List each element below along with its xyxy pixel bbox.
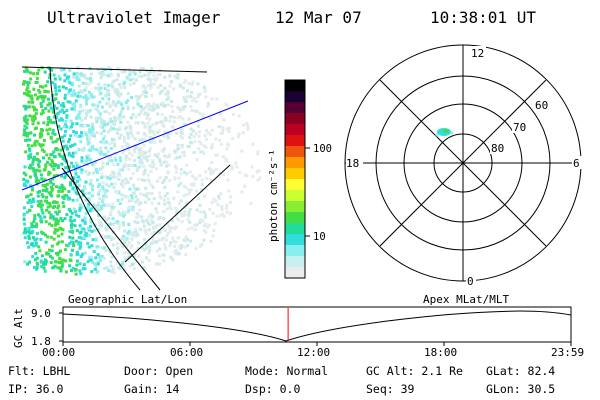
colorbar-segment [285, 113, 305, 125]
altitude-curve [62, 310, 572, 342]
timeline-left-label: Geographic Lat/Lon [68, 293, 187, 306]
footer-door: Door: Open [124, 364, 194, 378]
timeline-xtick-1200: 12:00 [297, 346, 330, 359]
footer-gc-alt: GC Alt: 2.1 Re [366, 364, 463, 378]
timeline-xtick-1800: 18:00 [424, 346, 457, 359]
date-label: 12 Mar 07 [275, 8, 362, 27]
colorbar-tick-100: 100 [313, 143, 332, 155]
colorbar-segment [285, 201, 305, 213]
mlt-label-6: 6 [573, 157, 580, 170]
colorbar-segment [285, 168, 305, 180]
timeline-ytick-top: 9.0 [31, 307, 51, 320]
lat-label-60: 60 [535, 99, 548, 112]
orbit-timeline: Geographic Lat/Lon Apex MLat/MLT GC Alt … [12, 293, 584, 359]
mlt-label-12: 12 [471, 47, 484, 60]
footer-gain: Gain: 14 [124, 382, 180, 396]
colorbar-segment [285, 124, 305, 136]
colorbar-segment [285, 245, 305, 257]
colorbar-segment [285, 146, 305, 158]
colorbar-segment [285, 223, 305, 235]
footer-seq: Seq: 39 [366, 382, 415, 396]
colorbar-segment [285, 190, 305, 202]
footer-ip: IP: 36.0 [8, 382, 64, 396]
colorbar-unit-label: photon cm⁻²s⁻¹ [267, 149, 280, 242]
colorbar-segment [285, 256, 305, 268]
footer-filter: Flt: LBHL [8, 364, 71, 378]
footer-glon: GLon: 30.5 [486, 382, 556, 396]
lat-label-80: 80 [491, 142, 504, 155]
colorbar-segment [285, 80, 305, 92]
mlt-label-18: 18 [346, 157, 359, 170]
colorbar-segment [285, 179, 305, 191]
terminator-line [21, 100, 249, 191]
timeline-xtick-0600: 06:00 [170, 346, 203, 359]
instrument-title: Ultraviolet Imager [47, 8, 221, 27]
colorbar-segment [285, 267, 305, 279]
time-label: 10:38:01 UT [430, 8, 536, 27]
colorbar-segment [285, 91, 305, 103]
timeline-xtick-2359: 23:59 [551, 346, 584, 359]
timeline-xtick-0000: 00:00 [42, 346, 75, 359]
colorbar-tick-10: 10 [313, 231, 326, 243]
grid-line-top [21, 66, 208, 73]
grid-line-diagonal-2 [124, 164, 231, 263]
colorbar-segment [285, 102, 305, 114]
grid-line-diagonal-1 [61, 167, 161, 291]
lat-label-70: 70 [513, 121, 526, 134]
mlt-label-0: 0 [467, 275, 474, 288]
timeline-axis-title: GC Alt [12, 308, 25, 348]
colorbar-segment [285, 135, 305, 147]
timeline-ytick-bottom: 1.8 [31, 335, 51, 348]
colorbar-segment [285, 212, 305, 224]
auroral-image [21, 66, 262, 291]
footer-dsp: Dsp: 0.0 [245, 382, 301, 396]
footer-glat: GLat: 82.4 [486, 364, 556, 378]
colorbar-segment [285, 234, 305, 246]
colorbar: 100 10 photon cm⁻²s⁻¹ [267, 79, 332, 279]
timeline-right-label: Apex MLat/MLT [423, 293, 509, 306]
colorbar-segment [285, 157, 305, 169]
polar-aurora-patch [435, 128, 454, 137]
polar-plot: 12 18 6 0 60 70 80 [344, 44, 582, 288]
footer-mode: Mode: Normal [245, 364, 329, 378]
